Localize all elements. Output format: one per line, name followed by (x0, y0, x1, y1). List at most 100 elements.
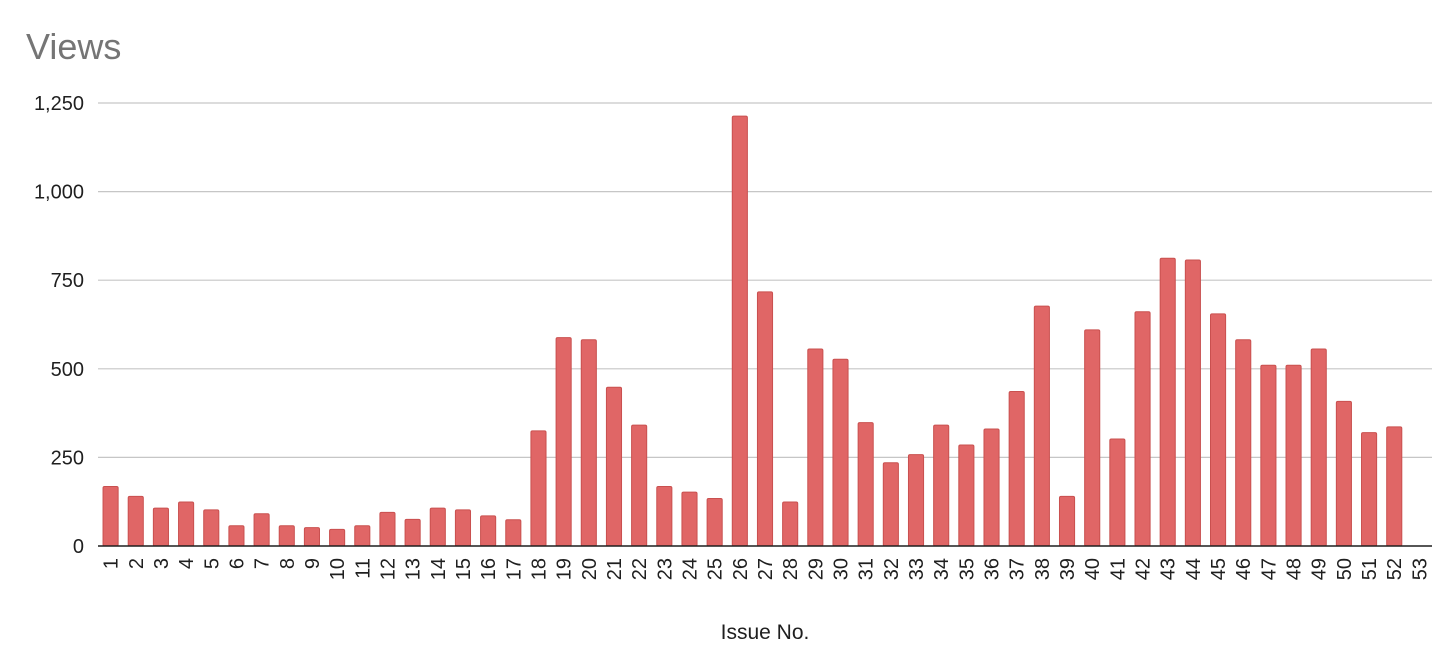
x-tick-label: 11 (352, 558, 374, 579)
bar-issue-39 (1058, 495, 1076, 547)
y-tick-label: 1,000 (34, 182, 84, 204)
x-tick-label: 46 (1233, 558, 1255, 580)
bar-issue-23 (656, 485, 673, 547)
x-tick-label: 52 (1384, 558, 1406, 580)
x-tick-label: 15 (453, 558, 475, 580)
bar-issue-15 (454, 509, 472, 547)
x-tick-label: 5 (201, 558, 223, 569)
chart-title: Views (26, 26, 122, 67)
bar-issue-14 (429, 507, 446, 547)
bar-issue-5 (203, 509, 220, 547)
bar-issue-35 (958, 444, 975, 547)
x-tick-label: 26 (730, 558, 752, 580)
x-tick-label: 43 (1158, 558, 1180, 580)
y-tick-label: 1,250 (34, 93, 84, 115)
bar-issue-29 (807, 348, 824, 547)
bar-issue-12 (379, 511, 396, 547)
bar-issue-40 (1084, 329, 1101, 547)
y-axis-tick-labels: 0 250 500 750 1,000 1,250 (34, 93, 84, 558)
x-tick-label: 21 (604, 558, 626, 580)
bar-issue-17 (505, 519, 522, 547)
x-tick-label: 8 (277, 558, 299, 569)
bar-issue-27 (756, 291, 774, 547)
bar-issue-43 (1159, 257, 1176, 547)
x-tick-label: 27 (755, 558, 777, 580)
bar-issue-46 (1235, 339, 1252, 547)
bar-issue-45 (1210, 313, 1227, 547)
x-tick-label: 18 (528, 558, 550, 580)
x-tick-label: 25 (705, 558, 727, 580)
y-tick-label: 750 (51, 270, 84, 292)
x-tick-label: 24 (679, 558, 701, 580)
x-tick-label: 19 (554, 558, 576, 580)
x-tick-label: 40 (1082, 558, 1104, 580)
bar-issue-13 (404, 518, 421, 547)
y-tick-label: 250 (51, 447, 84, 469)
x-tick-label: 32 (881, 558, 903, 580)
bars (102, 115, 1403, 547)
x-axis-title: Issue No. (721, 621, 810, 644)
x-tick-label: 6 (226, 558, 248, 569)
bar-issue-11 (354, 525, 371, 547)
bar-issue-4 (178, 501, 195, 547)
x-tick-label: 30 (831, 558, 853, 580)
bar-issue-22 (631, 424, 648, 547)
bar-issue-49 (1310, 348, 1327, 547)
bar-issue-37 (1008, 390, 1025, 547)
x-tick-label: 2 (126, 558, 148, 569)
x-tick-label: 20 (579, 558, 601, 580)
x-tick-label: 7 (252, 558, 274, 569)
bar-issue-2 (127, 495, 144, 547)
bar-issue-41 (1109, 438, 1126, 547)
y-tick-label: 500 (51, 359, 84, 381)
x-tick-label: 13 (403, 558, 425, 580)
bar-issue-28 (782, 501, 799, 547)
bar-issue-19 (555, 337, 572, 547)
x-tick-label: 28 (780, 558, 802, 580)
bar-issue-8 (278, 525, 295, 547)
x-tick-label: 39 (1057, 558, 1079, 580)
bar-issue-48 (1285, 364, 1302, 547)
x-tick-label: 16 (478, 558, 500, 580)
bar-issue-24 (681, 491, 698, 547)
bar-issue-21 (605, 386, 623, 547)
x-tick-label: 37 (1007, 558, 1029, 580)
x-tick-label: 1 (101, 558, 123, 569)
bar-issue-18 (530, 430, 547, 547)
x-tick-label: 22 (629, 558, 651, 580)
x-tick-label: 35 (956, 558, 978, 580)
x-tick-label: 48 (1284, 558, 1306, 580)
x-tick-label: 4 (176, 558, 198, 569)
bar-issue-26 (731, 115, 748, 547)
bar-issue-47 (1260, 364, 1277, 547)
bar-issue-16 (480, 515, 497, 547)
x-tick-label: 51 (1359, 558, 1381, 580)
x-tick-label: 17 (503, 558, 525, 580)
x-axis-tick-labels: 1 2 3 4 5 6 7 8 9 10 11 12 13 14 15 16 17 18 19 20 21 22 23 24 2… (101, 558, 1432, 580)
x-tick-label: 44 (1183, 558, 1205, 580)
x-tick-label: 42 (1133, 558, 1155, 580)
bar-issue-38 (1033, 305, 1050, 547)
x-tick-label: 36 (982, 558, 1004, 580)
x-tick-label: 53 (1409, 558, 1431, 580)
bar-issue-30 (832, 358, 849, 547)
x-tick-label: 38 (1032, 558, 1054, 580)
x-tick-label: 45 (1208, 558, 1230, 580)
bar-issue-50 (1335, 400, 1352, 547)
x-tick-label: 33 (906, 558, 928, 580)
bar-issue-32 (882, 462, 899, 547)
x-tick-label: 14 (428, 558, 450, 580)
x-tick-label: 29 (805, 558, 827, 580)
x-tick-label: 31 (856, 558, 878, 580)
bar-issue-25 (706, 498, 723, 547)
x-tick-label: 41 (1107, 558, 1129, 580)
x-tick-label: 12 (377, 558, 399, 580)
bar-issue-44 (1184, 259, 1201, 547)
bar-issue-31 (857, 422, 874, 547)
bar-issue-34 (933, 424, 950, 547)
bar-issue-51 (1361, 432, 1378, 547)
bar-issue-6 (228, 525, 245, 547)
x-tick-label: 3 (151, 558, 173, 569)
bar-issue-9 (303, 527, 320, 547)
